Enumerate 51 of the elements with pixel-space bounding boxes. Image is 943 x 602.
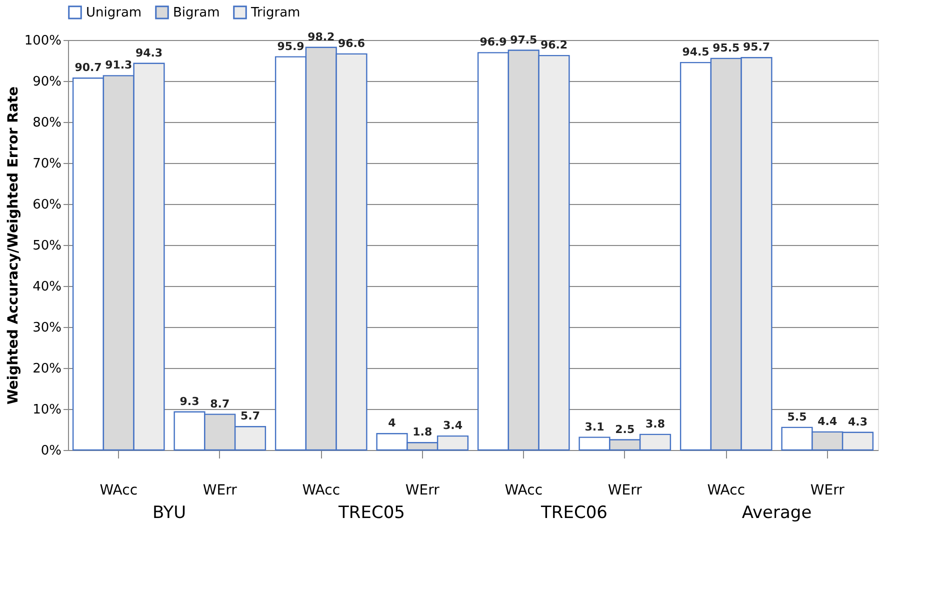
x-tick-label: WAcc [100, 482, 138, 498]
x-tick-label: WAcc [504, 482, 543, 498]
data-label: 95.5 [712, 41, 740, 54]
x-tick-label: WAcc [707, 482, 746, 498]
data-label: 1.8 [412, 426, 432, 439]
y-tick-label: 70% [32, 156, 62, 172]
data-label: 3.8 [646, 417, 665, 430]
y-tick-label: 50% [32, 238, 62, 254]
y-tick-label: 60% [32, 198, 62, 212]
x-tick-label: WErr [202, 482, 238, 498]
x-tick-label: WErr [608, 482, 642, 498]
data-label: 4 [388, 416, 396, 430]
data-label: 97.5 [510, 33, 538, 46]
y-tick-label: 10% [32, 402, 62, 418]
data-label: 4.4 [818, 414, 838, 428]
data-label: 2.5 [615, 422, 635, 436]
x-tick-label: WErr [405, 482, 440, 498]
data-label: 90.7 [74, 61, 102, 74]
y-tick-label: 20% [32, 362, 62, 376]
y-tick-label: 90% [32, 74, 62, 90]
x-tick-label: WErr [810, 482, 845, 498]
data-label: 94.5 [682, 46, 710, 59]
data-label: 96.2 [540, 38, 568, 52]
y-tick-label: 100% [24, 34, 62, 48]
x-tick-label: WAcc [302, 482, 340, 498]
data-label: 3.4 [443, 419, 463, 432]
y-tick-label: 80% [32, 116, 62, 130]
data-label: 95.9 [277, 40, 304, 53]
text: TREC05 [338, 503, 405, 523]
data-label: 8.7 [210, 397, 230, 410]
text: Average [742, 503, 812, 523]
y-axis-title: Weighted Accuracy/Weighted Error Rate [5, 86, 22, 405]
data-label: 9.3 [180, 394, 200, 408]
text: BYU [152, 503, 186, 523]
data-label: 5.5 [787, 410, 807, 424]
y-tick-label: 40% [32, 280, 62, 294]
legend-label: Bigram [173, 5, 220, 20]
data-label: 91.3 [105, 58, 132, 72]
text: TREC06 [540, 503, 608, 523]
legend-label: Trigram [250, 5, 300, 20]
data-label: 96.6 [338, 36, 366, 50]
data-label: 98.2 [308, 30, 335, 44]
data-label: 95.7 [742, 40, 770, 54]
data-label: 3.1 [584, 420, 604, 434]
data-label: 94.3 [135, 46, 163, 60]
legend-label: Unigram [86, 5, 142, 20]
y-tick-label: 30% [32, 320, 62, 336]
data-label: 5.7 [240, 410, 260, 423]
data-label: 96.9 [480, 36, 507, 49]
data-label: 4.3 [848, 415, 868, 428]
y-tick-label: 0% [40, 444, 62, 458]
